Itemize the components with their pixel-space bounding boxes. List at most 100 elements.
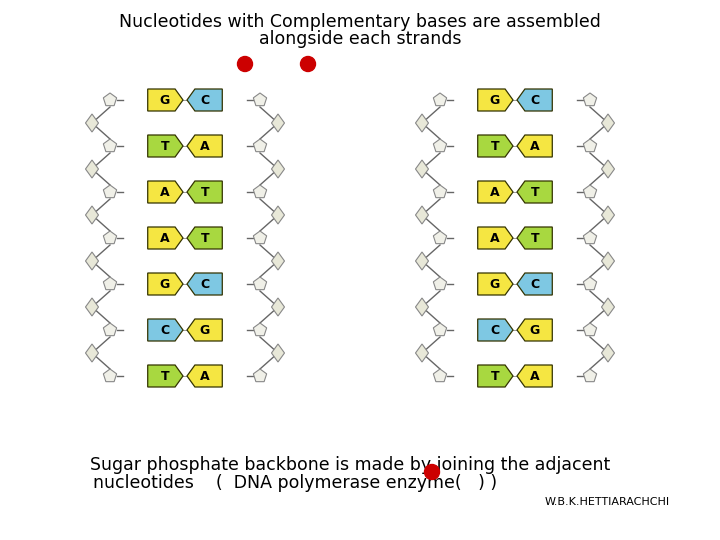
Polygon shape (415, 114, 428, 132)
Polygon shape (478, 273, 513, 295)
Text: T: T (161, 369, 169, 382)
Polygon shape (583, 185, 597, 198)
Text: A: A (200, 139, 210, 152)
Polygon shape (601, 252, 614, 270)
Polygon shape (104, 185, 117, 198)
Polygon shape (433, 369, 446, 382)
Text: A: A (160, 186, 170, 199)
Polygon shape (433, 277, 446, 289)
Polygon shape (148, 227, 183, 249)
Text: A: A (490, 186, 500, 199)
Text: A: A (490, 232, 500, 245)
Polygon shape (478, 365, 513, 387)
Polygon shape (478, 227, 513, 249)
Polygon shape (187, 273, 222, 295)
Polygon shape (433, 139, 446, 152)
Polygon shape (187, 319, 222, 341)
Text: T: T (531, 186, 539, 199)
Polygon shape (271, 298, 284, 316)
Polygon shape (86, 344, 99, 362)
Polygon shape (271, 160, 284, 178)
Circle shape (425, 464, 439, 480)
Polygon shape (86, 298, 99, 316)
Polygon shape (187, 227, 222, 249)
Polygon shape (433, 323, 446, 336)
Polygon shape (601, 206, 614, 224)
Text: G: G (160, 93, 170, 106)
Polygon shape (583, 231, 597, 244)
Polygon shape (187, 181, 222, 203)
Polygon shape (253, 185, 266, 198)
Polygon shape (86, 206, 99, 224)
Polygon shape (415, 206, 428, 224)
Polygon shape (86, 160, 99, 178)
Polygon shape (583, 323, 597, 336)
Polygon shape (148, 135, 183, 157)
Polygon shape (478, 89, 513, 111)
Polygon shape (517, 181, 552, 203)
Polygon shape (583, 93, 597, 106)
Polygon shape (253, 369, 266, 382)
Text: C: C (490, 323, 500, 336)
Polygon shape (517, 319, 552, 341)
Text: C: C (531, 93, 539, 106)
Text: alongside each strands: alongside each strands (258, 30, 462, 48)
Polygon shape (271, 252, 284, 270)
Polygon shape (433, 231, 446, 244)
Polygon shape (583, 139, 597, 152)
Polygon shape (517, 89, 552, 111)
Text: T: T (491, 139, 499, 152)
Text: C: C (200, 93, 210, 106)
Polygon shape (148, 365, 183, 387)
Polygon shape (271, 114, 284, 132)
Text: G: G (160, 278, 170, 291)
Text: C: C (200, 278, 210, 291)
Polygon shape (478, 135, 513, 157)
Text: Sugar phosphate backbone is made by joining the adjacent: Sugar phosphate backbone is made by join… (90, 456, 610, 474)
Polygon shape (433, 93, 446, 106)
Text: A: A (160, 232, 170, 245)
Polygon shape (478, 319, 513, 341)
Polygon shape (415, 160, 428, 178)
Text: T: T (491, 369, 499, 382)
Polygon shape (104, 139, 117, 152)
Text: A: A (200, 369, 210, 382)
Polygon shape (187, 135, 222, 157)
Text: C: C (161, 323, 170, 336)
Polygon shape (104, 231, 117, 244)
Polygon shape (601, 114, 614, 132)
Polygon shape (478, 181, 513, 203)
Polygon shape (253, 277, 266, 289)
Text: G: G (490, 93, 500, 106)
Polygon shape (415, 344, 428, 362)
Polygon shape (148, 319, 183, 341)
Polygon shape (583, 369, 597, 382)
Polygon shape (517, 227, 552, 249)
Text: G: G (530, 323, 540, 336)
Circle shape (238, 57, 253, 71)
Polygon shape (415, 252, 428, 270)
Circle shape (300, 57, 315, 71)
Polygon shape (253, 139, 266, 152)
Text: W.B.K.HETTIARACHCHI: W.B.K.HETTIARACHCHI (545, 497, 670, 507)
Polygon shape (517, 273, 552, 295)
Polygon shape (601, 298, 614, 316)
Polygon shape (148, 181, 183, 203)
Text: T: T (531, 232, 539, 245)
Polygon shape (415, 298, 428, 316)
Polygon shape (104, 277, 117, 289)
Polygon shape (148, 273, 183, 295)
Polygon shape (601, 160, 614, 178)
Polygon shape (253, 231, 266, 244)
Polygon shape (187, 365, 222, 387)
Text: nucleotides    (  DNA polymerase enzyme(   ) ): nucleotides ( DNA polymerase enzyme( ) ) (93, 474, 497, 492)
Polygon shape (104, 93, 117, 106)
Polygon shape (253, 93, 266, 106)
Text: T: T (161, 139, 169, 152)
Text: A: A (530, 139, 540, 152)
Text: C: C (531, 278, 539, 291)
Text: G: G (490, 278, 500, 291)
Text: T: T (201, 186, 210, 199)
Polygon shape (517, 365, 552, 387)
Text: T: T (201, 232, 210, 245)
